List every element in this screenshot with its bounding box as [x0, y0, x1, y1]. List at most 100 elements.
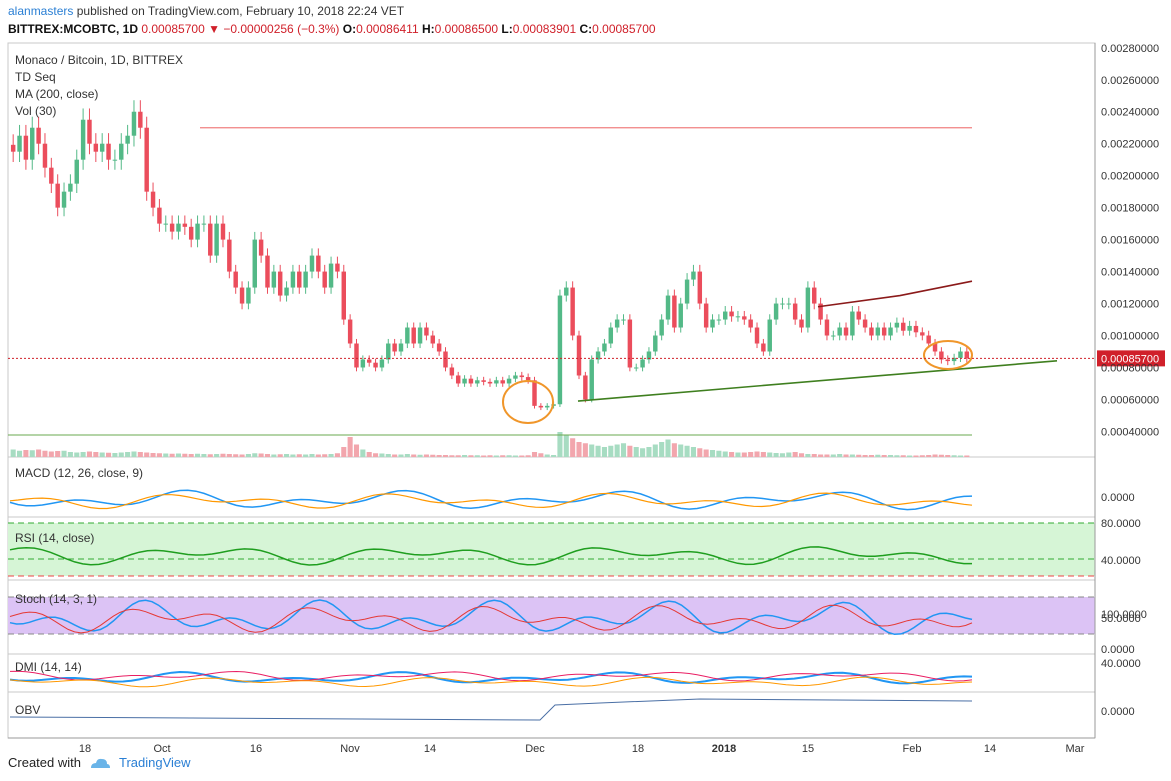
candle-body — [169, 223, 175, 232]
volume-bar — [42, 450, 48, 457]
candle-body — [157, 207, 162, 224]
publish-info: published on TradingView.com, February 1… — [76, 4, 405, 18]
ind-y-tick-label: 40.0000 — [1101, 555, 1141, 567]
macd-line — [9, 489, 973, 511]
volume-bar — [811, 454, 817, 457]
volume-bar — [544, 454, 550, 457]
candle-body — [125, 135, 130, 144]
candle-body — [716, 319, 722, 321]
tradingview-brand-link[interactable]: TradingView — [118, 755, 191, 770]
candle-body — [366, 359, 372, 363]
trend-line — [577, 359, 1058, 402]
candle-body — [837, 327, 842, 336]
volume-bar — [366, 452, 372, 457]
candle-body — [42, 143, 48, 168]
high-value: 0.00086500 — [434, 22, 499, 36]
candle-body — [532, 380, 537, 406]
volume-bar — [284, 454, 290, 457]
candle-body — [68, 183, 73, 192]
volume-bar — [430, 454, 436, 457]
volume-bar — [551, 455, 557, 457]
volume-bar — [385, 454, 391, 457]
volume-bar — [309, 454, 315, 457]
candle-body — [761, 343, 766, 352]
volume-bar — [353, 444, 360, 457]
candle-body — [506, 378, 512, 384]
volume-bar — [665, 439, 671, 457]
volume-bar — [207, 454, 213, 457]
volume-bar — [296, 454, 302, 457]
volume-bar — [264, 454, 271, 457]
volume-bar — [156, 453, 162, 457]
volume-bar — [773, 453, 779, 457]
candle-body — [907, 325, 912, 331]
candle-body — [557, 295, 563, 405]
candle-body — [61, 191, 67, 208]
volume-bar — [417, 454, 423, 457]
candle-body — [525, 377, 531, 381]
volume-bar — [531, 452, 538, 457]
candle-body — [163, 223, 168, 225]
volume-bar — [55, 451, 61, 457]
author-link[interactable]: alanmasters — [8, 4, 74, 18]
volume-bar — [392, 454, 398, 457]
last-price-tag — [1097, 350, 1165, 367]
volume-bar — [67, 452, 73, 457]
candle-body — [119, 143, 124, 160]
candle-body — [87, 119, 92, 144]
volume-bar — [487, 455, 493, 457]
volume-bar — [760, 452, 766, 457]
candle-body — [634, 367, 639, 369]
volume-bar — [474, 455, 480, 457]
volume-bar — [576, 442, 582, 457]
volume-bar — [887, 455, 894, 457]
volume-bar — [360, 449, 366, 457]
legend-vol: Vol (30) — [15, 104, 56, 118]
x-tick-label: Nov — [340, 743, 360, 755]
volume-bar — [277, 454, 283, 457]
candle-body — [131, 111, 137, 136]
candle-body — [926, 335, 931, 344]
candle-body — [430, 335, 436, 344]
candle-body — [112, 159, 118, 161]
candle-body — [881, 327, 887, 336]
y-tick-label: 0.00220000 — [1101, 139, 1159, 151]
dmi-plus-line — [9, 670, 973, 682]
candle-body — [913, 325, 919, 333]
ind-y-tick-label: 40.0000 — [1101, 658, 1141, 670]
volume-bar — [36, 449, 42, 457]
volume-bar — [341, 447, 347, 457]
candle-body — [742, 316, 747, 320]
stoch-d-line — [9, 604, 973, 634]
legend-obv: OBV — [15, 703, 40, 717]
candle-body — [945, 359, 950, 362]
candle-body — [322, 271, 327, 288]
candle-body — [462, 378, 467, 384]
candle-body — [80, 119, 86, 160]
candle-body — [220, 223, 226, 240]
volume-bar — [16, 450, 23, 457]
volume-bar — [881, 455, 887, 457]
volume-bar — [582, 443, 588, 457]
volume-bar — [894, 455, 900, 457]
last-price-tag-label: 0.00085700 — [1101, 353, 1159, 365]
candle-body — [487, 381, 493, 384]
volume-bar — [188, 454, 194, 457]
volume-bar — [951, 455, 957, 457]
symbol-label: BITTREX:MCOBTC, 1D — [8, 22, 138, 36]
volume-bar — [690, 447, 696, 457]
candle-body — [398, 343, 404, 352]
candle-body — [786, 303, 792, 305]
candle-body — [227, 239, 232, 272]
volume-bar — [125, 452, 131, 457]
volume-bar — [99, 452, 105, 457]
y-tick-label: 0.00200000 — [1101, 171, 1159, 183]
volume-bar — [398, 454, 404, 457]
volume-bar — [315, 454, 321, 457]
volume-bar — [258, 453, 264, 457]
volume-bar — [786, 452, 792, 457]
volume-bar — [818, 454, 824, 457]
ind-y-tick-label: 0.0000 — [1101, 706, 1135, 718]
candle-body — [176, 223, 181, 232]
